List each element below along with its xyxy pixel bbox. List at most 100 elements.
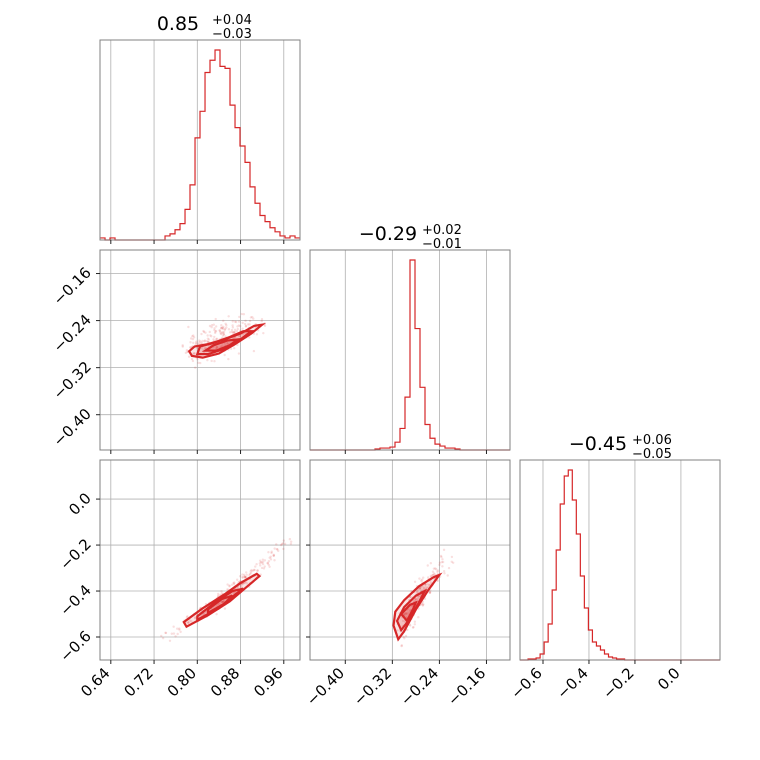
scatter-point (436, 570, 439, 574)
scatter-point (222, 330, 226, 334)
scatter-point (248, 319, 252, 323)
scatter-point (222, 325, 225, 328)
y-tick-label: −0.24 (50, 311, 95, 356)
scatter-point (275, 543, 278, 546)
scatter-point (199, 340, 202, 343)
scatter-point (426, 576, 430, 579)
scatter-point (252, 317, 255, 320)
scatter-point (419, 586, 422, 590)
scatter-point (215, 337, 219, 341)
scatter-point (260, 319, 263, 323)
scatter-point (244, 575, 247, 579)
scatter-point (225, 326, 228, 329)
scatter-point (196, 342, 199, 346)
scatter-point (220, 327, 223, 330)
scatter-point (236, 343, 239, 347)
scatter-point (431, 570, 435, 573)
scatter-point (227, 328, 231, 331)
scatter-point (203, 339, 207, 342)
scatter-point (251, 315, 254, 319)
scatter-point (205, 340, 208, 343)
scatter-point (189, 341, 192, 344)
scatter-point (239, 324, 242, 328)
scatter-point (421, 604, 425, 607)
scatter-point (213, 335, 216, 339)
histogram-line (100, 49, 300, 241)
scatter-point (261, 560, 265, 564)
scatter-point (189, 337, 193, 340)
scatter-point (164, 631, 168, 635)
panel-content (181, 312, 267, 369)
scatter-point (187, 621, 190, 624)
grid-lines (344, 250, 487, 450)
scatter-point (241, 573, 244, 576)
scatter-point (210, 324, 214, 327)
grid-lines (310, 460, 510, 660)
scatter-point (241, 576, 245, 579)
title-minus-error: −0.05 (632, 447, 672, 462)
contour-line (399, 600, 418, 623)
scatter-point (415, 598, 419, 601)
scatter-point (420, 578, 424, 581)
contour-fill (401, 602, 416, 621)
scatter-point (270, 550, 273, 553)
scatter-point (244, 324, 248, 328)
scatter-point (436, 579, 440, 582)
scatter-point (206, 337, 210, 340)
y-tick-label: −0.6 (56, 627, 94, 665)
scatter-point (219, 326, 223, 330)
scatter-point (262, 331, 265, 335)
scatter-point (195, 340, 198, 343)
scatter-point (216, 345, 219, 349)
scatter-point (218, 329, 221, 332)
scatter-point (260, 561, 264, 564)
scatter-point (436, 569, 440, 572)
scatter-point (420, 579, 423, 582)
scatter-point (244, 575, 247, 579)
scatter-point (201, 339, 204, 343)
scatter-point (255, 562, 258, 566)
scatter-point (232, 330, 235, 334)
scatter-point (230, 583, 234, 586)
scatter-point (210, 359, 213, 363)
y-tick-label: 0.0 (65, 489, 95, 519)
scatter-point (450, 560, 453, 563)
scatter-point (263, 324, 267, 327)
scatter-point (233, 330, 237, 334)
scatter-point (428, 591, 432, 594)
scatter-point (187, 355, 191, 358)
scatter-point (249, 316, 253, 319)
scatter-point (267, 551, 270, 554)
scatter-point (196, 358, 199, 361)
contour-line (392, 572, 443, 642)
scatter-point (160, 634, 163, 638)
scatter-point (226, 588, 229, 591)
scatter-point (270, 551, 273, 555)
scatter-point (429, 562, 433, 565)
scatter-point (428, 591, 431, 594)
y-tick-label: −0.16 (50, 264, 95, 309)
scatter-point (243, 575, 246, 578)
histogram-line (520, 469, 720, 661)
title-minus-error: −0.03 (212, 27, 252, 42)
scatter-point (181, 344, 184, 347)
scatter-point (426, 564, 429, 567)
scatter-point (447, 566, 451, 570)
scatter-point (422, 576, 425, 579)
scatter-point (413, 623, 417, 626)
scatter-point (235, 329, 239, 333)
scatter-point (417, 616, 420, 619)
scatter-point (202, 330, 206, 334)
scatter-point (260, 566, 264, 570)
scatter-point (249, 571, 253, 575)
scatter-point (403, 637, 406, 640)
panel-frame (99, 39, 301, 241)
scatter-point (256, 569, 259, 572)
scatter-point (426, 586, 429, 590)
scatter-point (186, 621, 190, 625)
grid-lines (100, 250, 300, 450)
scatter-point (224, 335, 227, 338)
scatter-point (224, 322, 227, 325)
scatter-point (245, 573, 248, 577)
scatter-point (259, 560, 263, 564)
